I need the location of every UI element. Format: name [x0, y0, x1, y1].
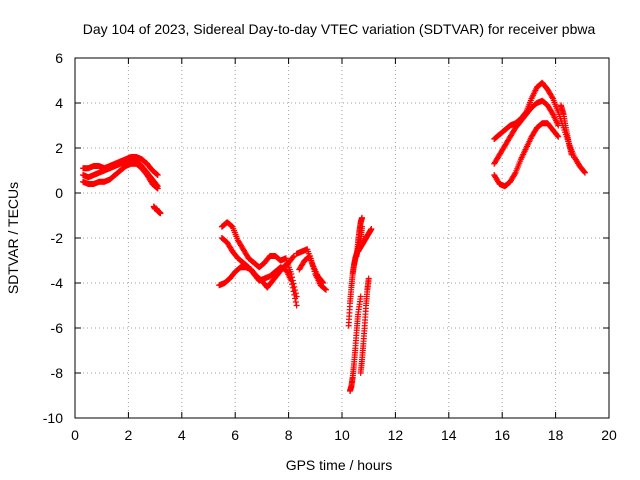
x-tick-label: 8 — [285, 427, 293, 443]
y-tick-label: -8 — [51, 365, 64, 381]
data-point — [568, 151, 575, 158]
data-point-interpolated — [291, 291, 298, 298]
x-tick-label: 10 — [334, 427, 350, 443]
data-point-interpolated — [581, 168, 588, 175]
data-point-interpolated — [511, 171, 518, 178]
y-tick-label: 4 — [55, 95, 63, 111]
y-tick-label: -10 — [43, 410, 63, 426]
data-point — [293, 302, 300, 309]
data-point-interpolated — [290, 253, 297, 260]
data-point — [322, 286, 329, 293]
axis-ticks: 0 2 4 6 8 10 12 14 16 18 20 -10 -8 -6 -4 -2 0 2 4 6 — [43, 50, 617, 443]
x-tick-label: 20 — [601, 427, 617, 443]
x-tick-label: 18 — [548, 427, 564, 443]
y-tick-label: -6 — [51, 320, 64, 336]
data-point — [357, 293, 364, 300]
chart-title: Day 104 of 2023, Sidereal Day-to-day VTE… — [83, 21, 596, 37]
data-point — [157, 210, 164, 217]
data-point — [555, 122, 562, 129]
data-point-interpolated — [154, 184, 161, 191]
y-tick-label: 2 — [55, 140, 63, 156]
data-point — [154, 172, 161, 178]
data-point — [359, 214, 366, 221]
data-point-interpolated — [154, 171, 161, 178]
x-axis-label: GPS time / hours — [286, 457, 393, 473]
data-point-interpolated — [292, 298, 299, 305]
y-tick-label: 0 — [55, 185, 63, 201]
data-point-interpolated — [549, 94, 556, 101]
data-point — [288, 277, 295, 284]
x-tick-label: 0 — [71, 427, 79, 443]
data-point — [154, 185, 161, 192]
data-point — [581, 169, 588, 176]
data-point-interpolated — [290, 288, 297, 295]
grid-lines — [75, 58, 609, 418]
y-tick-label: -2 — [51, 230, 64, 246]
x-tick-label: 14 — [441, 427, 457, 443]
data-point-interpolated — [292, 295, 299, 302]
data-point — [365, 275, 372, 282]
x-tick-label: 4 — [178, 427, 186, 443]
data-points — [80, 79, 588, 394]
data-point-interpolated — [554, 132, 561, 139]
x-tick-label: 6 — [231, 427, 239, 443]
data-point-interpolated — [289, 281, 296, 288]
x-tick-label: 16 — [494, 427, 510, 443]
data-point-interpolated — [322, 286, 329, 293]
x-tick-label: 12 — [388, 427, 404, 443]
y-tick-label: 6 — [55, 50, 63, 66]
data-point — [555, 133, 562, 140]
y-axis-label: SDTVAR / TECUs — [5, 182, 21, 294]
data-point-interpolated — [289, 284, 296, 291]
data-point — [368, 226, 375, 232]
y-tick-label: -4 — [51, 275, 64, 291]
x-tick-label: 2 — [125, 427, 133, 443]
